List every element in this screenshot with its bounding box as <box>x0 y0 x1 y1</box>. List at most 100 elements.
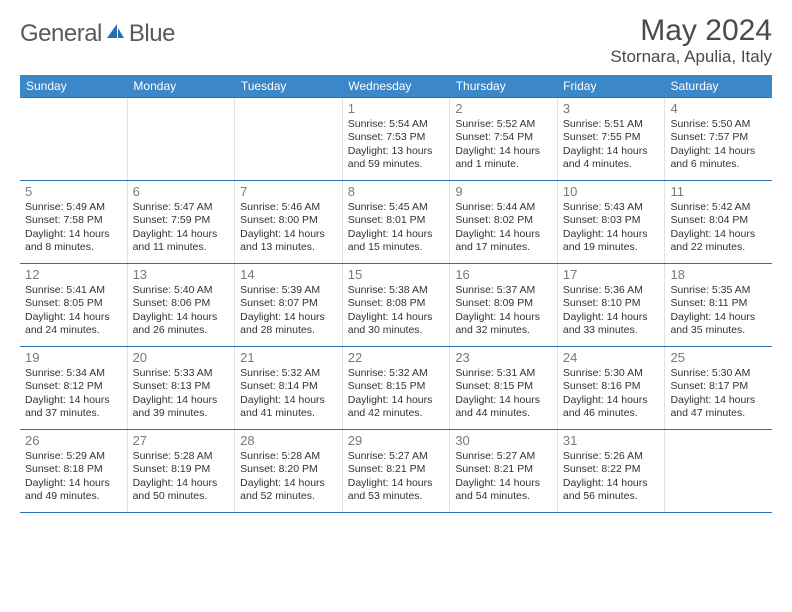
day-number: 23 <box>455 350 552 366</box>
day-daylight: Daylight: 14 hours and 54 minutes. <box>455 477 552 503</box>
day-sunset: Sunset: 8:15 PM <box>348 380 445 393</box>
day-number: 9 <box>455 184 552 200</box>
week-row: 1Sunrise: 5:54 AMSunset: 7:53 PMDaylight… <box>20 97 772 181</box>
day-cell <box>235 98 343 180</box>
day-number: 20 <box>133 350 230 366</box>
day-daylight: Daylight: 14 hours and 26 minutes. <box>133 311 230 337</box>
week-row: 19Sunrise: 5:34 AMSunset: 8:12 PMDayligh… <box>20 347 772 430</box>
day-number: 11 <box>670 184 767 200</box>
title-block: May 2024 Stornara, Apulia, Italy <box>610 14 772 67</box>
day-cell: 2Sunrise: 5:52 AMSunset: 7:54 PMDaylight… <box>450 98 558 180</box>
day-sunrise: Sunrise: 5:41 AM <box>25 284 122 297</box>
day-number: 17 <box>563 267 660 283</box>
day-sunrise: Sunrise: 5:26 AM <box>563 450 660 463</box>
day-cell: 1Sunrise: 5:54 AMSunset: 7:53 PMDaylight… <box>343 98 451 180</box>
calendar: Sunday Monday Tuesday Wednesday Thursday… <box>20 75 772 513</box>
day-sunset: Sunset: 8:07 PM <box>240 297 337 310</box>
day-number: 29 <box>348 433 445 449</box>
day-number: 28 <box>240 433 337 449</box>
day-number: 12 <box>25 267 122 283</box>
day-sunset: Sunset: 8:02 PM <box>455 214 552 227</box>
month-title: May 2024 <box>610 14 772 48</box>
day-sunset: Sunset: 8:16 PM <box>563 380 660 393</box>
day-daylight: Daylight: 14 hours and 30 minutes. <box>348 311 445 337</box>
weekday-friday: Friday <box>557 75 664 97</box>
weekday-monday: Monday <box>127 75 234 97</box>
weekday-thursday: Thursday <box>450 75 557 97</box>
day-cell: 20Sunrise: 5:33 AMSunset: 8:13 PMDayligh… <box>128 347 236 429</box>
day-number: 31 <box>563 433 660 449</box>
day-sunrise: Sunrise: 5:50 AM <box>670 118 767 131</box>
day-sunset: Sunset: 8:04 PM <box>670 214 767 227</box>
day-sunrise: Sunrise: 5:33 AM <box>133 367 230 380</box>
day-number: 3 <box>563 101 660 117</box>
day-sunrise: Sunrise: 5:30 AM <box>563 367 660 380</box>
day-cell: 18Sunrise: 5:35 AMSunset: 8:11 PMDayligh… <box>665 264 772 346</box>
day-daylight: Daylight: 14 hours and 35 minutes. <box>670 311 767 337</box>
day-daylight: Daylight: 14 hours and 53 minutes. <box>348 477 445 503</box>
day-sunrise: Sunrise: 5:39 AM <box>240 284 337 297</box>
day-sunset: Sunset: 8:22 PM <box>563 463 660 476</box>
day-sunset: Sunset: 7:58 PM <box>25 214 122 227</box>
day-number: 10 <box>563 184 660 200</box>
day-sunrise: Sunrise: 5:47 AM <box>133 201 230 214</box>
day-number: 4 <box>670 101 767 117</box>
weekday-tuesday: Tuesday <box>235 75 342 97</box>
day-number: 2 <box>455 101 552 117</box>
day-daylight: Daylight: 14 hours and 46 minutes. <box>563 394 660 420</box>
day-daylight: Daylight: 14 hours and 19 minutes. <box>563 228 660 254</box>
day-number: 7 <box>240 184 337 200</box>
day-sunset: Sunset: 8:20 PM <box>240 463 337 476</box>
day-cell <box>665 430 772 512</box>
day-daylight: Daylight: 14 hours and 33 minutes. <box>563 311 660 337</box>
page: General Blue May 2024 Stornara, Apulia, … <box>0 0 792 527</box>
day-cell: 3Sunrise: 5:51 AMSunset: 7:55 PMDaylight… <box>558 98 666 180</box>
day-sunrise: Sunrise: 5:35 AM <box>670 284 767 297</box>
day-cell: 6Sunrise: 5:47 AMSunset: 7:59 PMDaylight… <box>128 181 236 263</box>
day-cell: 13Sunrise: 5:40 AMSunset: 8:06 PMDayligh… <box>128 264 236 346</box>
weeks: 1Sunrise: 5:54 AMSunset: 7:53 PMDaylight… <box>20 97 772 513</box>
day-daylight: Daylight: 14 hours and 24 minutes. <box>25 311 122 337</box>
day-sunset: Sunset: 8:21 PM <box>455 463 552 476</box>
day-number: 1 <box>348 101 445 117</box>
day-daylight: Daylight: 14 hours and 11 minutes. <box>133 228 230 254</box>
day-sunrise: Sunrise: 5:49 AM <box>25 201 122 214</box>
day-sunrise: Sunrise: 5:30 AM <box>670 367 767 380</box>
day-daylight: Daylight: 14 hours and 4 minutes. <box>563 145 660 171</box>
day-number: 24 <box>563 350 660 366</box>
day-sunrise: Sunrise: 5:27 AM <box>348 450 445 463</box>
day-daylight: Daylight: 14 hours and 28 minutes. <box>240 311 337 337</box>
day-sunrise: Sunrise: 5:52 AM <box>455 118 552 131</box>
day-cell: 17Sunrise: 5:36 AMSunset: 8:10 PMDayligh… <box>558 264 666 346</box>
day-sunrise: Sunrise: 5:44 AM <box>455 201 552 214</box>
day-cell: 10Sunrise: 5:43 AMSunset: 8:03 PMDayligh… <box>558 181 666 263</box>
day-cell <box>20 98 128 180</box>
day-cell: 8Sunrise: 5:45 AMSunset: 8:01 PMDaylight… <box>343 181 451 263</box>
weekday-sunday: Sunday <box>20 75 127 97</box>
day-sunrise: Sunrise: 5:32 AM <box>348 367 445 380</box>
day-sunset: Sunset: 8:14 PM <box>240 380 337 393</box>
day-cell: 14Sunrise: 5:39 AMSunset: 8:07 PMDayligh… <box>235 264 343 346</box>
logo-text-right: Blue <box>129 20 175 48</box>
week-row: 12Sunrise: 5:41 AMSunset: 8:05 PMDayligh… <box>20 264 772 347</box>
day-number: 27 <box>133 433 230 449</box>
day-sunrise: Sunrise: 5:45 AM <box>348 201 445 214</box>
day-sunrise: Sunrise: 5:51 AM <box>563 118 660 131</box>
day-sunset: Sunset: 7:57 PM <box>670 131 767 144</box>
week-row: 26Sunrise: 5:29 AMSunset: 8:18 PMDayligh… <box>20 430 772 513</box>
day-daylight: Daylight: 14 hours and 1 minute. <box>455 145 552 171</box>
day-cell: 21Sunrise: 5:32 AMSunset: 8:14 PMDayligh… <box>235 347 343 429</box>
day-daylight: Daylight: 14 hours and 44 minutes. <box>455 394 552 420</box>
day-daylight: Daylight: 14 hours and 42 minutes. <box>348 394 445 420</box>
day-cell: 29Sunrise: 5:27 AMSunset: 8:21 PMDayligh… <box>343 430 451 512</box>
day-sunset: Sunset: 8:11 PM <box>670 297 767 310</box>
day-cell <box>128 98 236 180</box>
day-daylight: Daylight: 14 hours and 15 minutes. <box>348 228 445 254</box>
day-sunset: Sunset: 8:01 PM <box>348 214 445 227</box>
sail-icon <box>105 22 125 47</box>
day-number: 19 <box>25 350 122 366</box>
day-daylight: Daylight: 14 hours and 41 minutes. <box>240 394 337 420</box>
day-number: 8 <box>348 184 445 200</box>
day-daylight: Daylight: 14 hours and 8 minutes. <box>25 228 122 254</box>
day-cell: 27Sunrise: 5:28 AMSunset: 8:19 PMDayligh… <box>128 430 236 512</box>
